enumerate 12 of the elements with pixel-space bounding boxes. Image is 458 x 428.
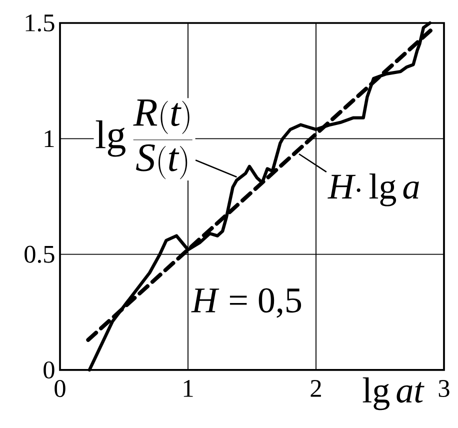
x-tick-label: 3 (438, 380, 450, 398)
annotation: $H{\cdot}\lg a$ (328, 173, 419, 206)
x-axis-title: $\lg at$ (362, 377, 424, 410)
y-tick-label: 0.5 (24, 246, 54, 263)
annotation: $\lg\frac{R(t)}{S(t)}$ (96, 99, 192, 180)
annotation: H = 0,5 (191, 288, 302, 318)
x-tick-label: 2 (310, 380, 321, 397)
x-tick-label: 1 (184, 380, 193, 397)
y-tick-label: 1.5 (26, 14, 54, 32)
x-tick-label: 0 (54, 380, 66, 398)
y-tick-label: 1 (44, 130, 54, 148)
y-tick-label: 0 (44, 361, 54, 379)
